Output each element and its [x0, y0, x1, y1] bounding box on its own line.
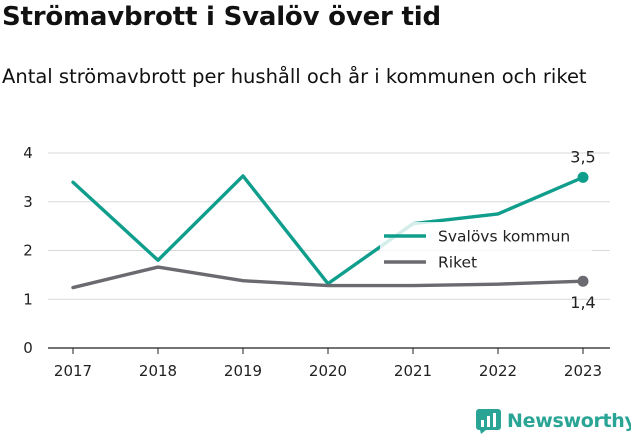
newsworthy-logo-icon	[476, 408, 501, 434]
series-lines	[71, 171, 589, 290]
y-tick-label: 0	[23, 339, 33, 357]
series-end-point	[577, 275, 589, 287]
x-axis: 2017 2018 2019 2020 2021 2022 2023	[54, 348, 602, 380]
line-chart: 0 1 2 3 4 2017 2018 2019 2020 2021 2022 2023 Svalö…	[23, 144, 610, 380]
grid-lines	[48, 152, 610, 349]
x-tick-label: 2019	[224, 362, 262, 380]
x-tick-label: 2021	[394, 362, 432, 380]
legend: Svalövs kommun Riket	[380, 222, 592, 274]
end-value-label: 3,5	[570, 147, 595, 166]
end-labels: 3,5 1,4	[570, 147, 595, 312]
y-tick-label: 3	[23, 193, 33, 211]
x-tick-label: 2017	[54, 362, 92, 380]
y-tick-label: 2	[23, 242, 33, 260]
x-tick-label: 2020	[309, 362, 347, 380]
y-axis: 0 1 2 3 4	[23, 144, 33, 357]
x-tick-label: 2022	[479, 362, 517, 380]
x-tick-label: 2023	[564, 362, 602, 380]
y-tick-label: 4	[23, 144, 33, 162]
chart-title: Strömavbrott i Svalöv över tid	[2, 2, 441, 32]
series-line	[71, 174, 585, 286]
series-end-point	[577, 171, 589, 183]
legend-background	[380, 222, 592, 274]
end-value-label: 1,4	[570, 293, 595, 312]
x-tick-label: 2018	[139, 362, 177, 380]
y-tick-label: 1	[23, 290, 33, 308]
brand-name: Newsworthy	[507, 410, 631, 432]
series-line	[71, 265, 585, 290]
legend-label: Riket	[438, 254, 477, 272]
legend-label: Svalövs kommun	[438, 228, 570, 246]
brand-logo: Newsworthy	[476, 406, 631, 436]
chart-subtitle: Antal strömavbrott per hushåll och år i …	[2, 65, 587, 88]
